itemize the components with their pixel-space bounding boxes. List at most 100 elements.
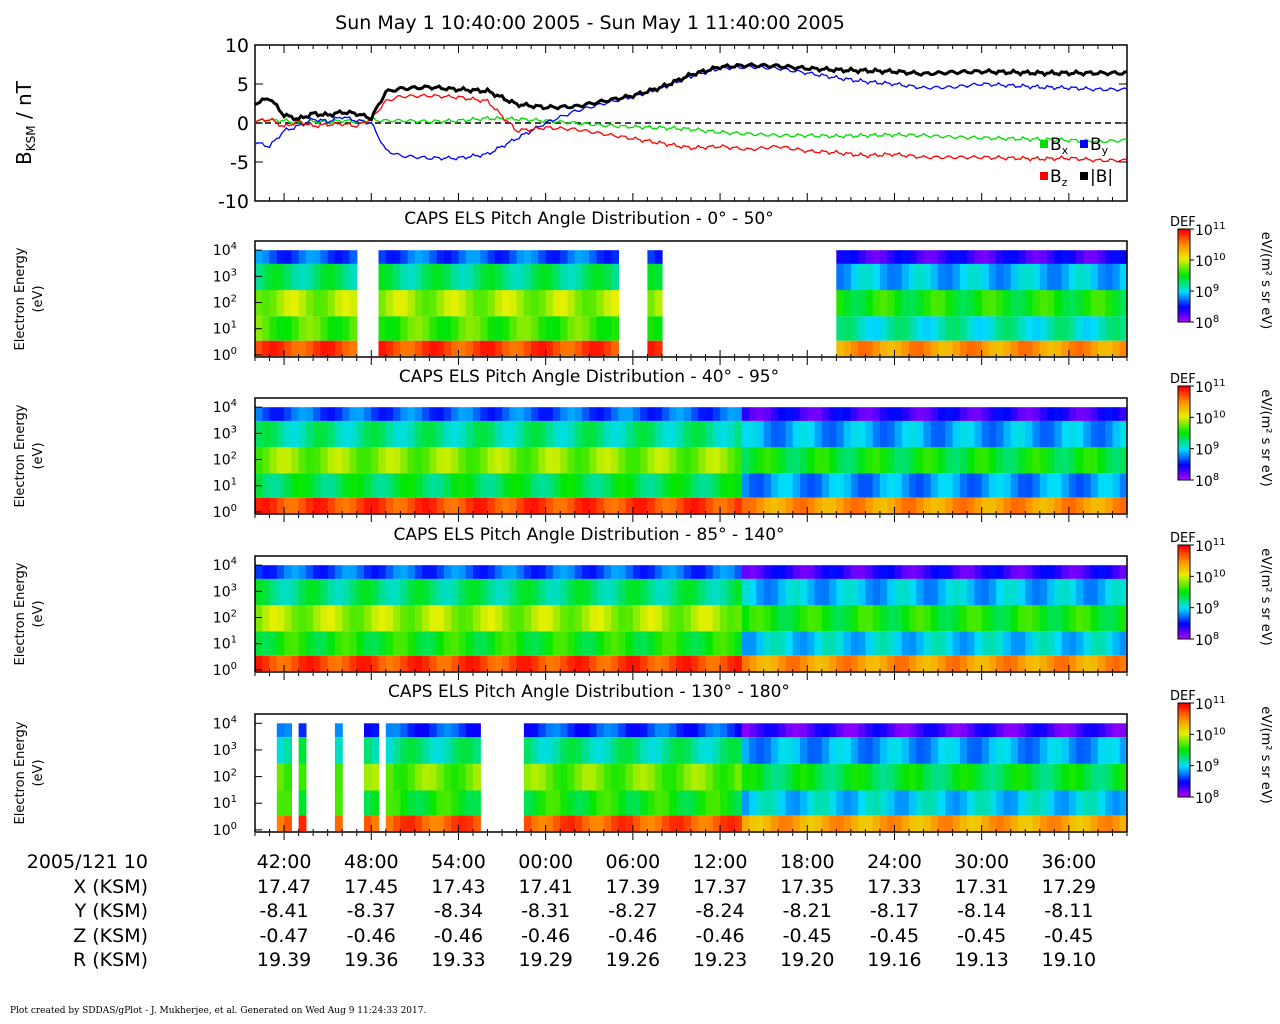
heatmap-cell [567, 250, 576, 264]
heatmap-cell [952, 250, 961, 264]
heatmap-cell [436, 565, 445, 579]
heatmap-cell [603, 737, 612, 764]
heatmap-cell [938, 723, 946, 738]
heatmap-cell [741, 655, 750, 672]
heatmap-cell [516, 565, 525, 579]
heatmap-cell [1054, 815, 1063, 832]
heatmap-cell [770, 420, 779, 448]
colorbar-segment [1178, 778, 1190, 782]
heatmap-cell [443, 737, 452, 764]
heatmap-cell [545, 497, 554, 514]
heatmap-cell [436, 447, 445, 474]
heatmap-cell [473, 290, 481, 317]
colorbar-segment [1178, 740, 1190, 744]
heatmap-cell [422, 578, 430, 606]
heatmap-cell [480, 497, 489, 514]
heatmap-cell [327, 497, 336, 514]
heatmap-cell [843, 447, 852, 474]
heatmap-cell [967, 565, 975, 579]
heatmap-cell [603, 473, 612, 498]
y-tick-label: 103 [213, 741, 237, 759]
legend-label-b_total: |B| [1090, 167, 1113, 187]
heatmap-cell [872, 473, 881, 498]
heatmap-cell [705, 723, 714, 738]
heatmap-cell [349, 631, 358, 656]
colorbar-segment [1178, 411, 1190, 415]
heatmap-cell [443, 316, 452, 341]
heatmap-cell [560, 605, 569, 632]
heatmap-cell [749, 420, 757, 448]
heatmap-cell [378, 655, 387, 672]
heatmap-cell [792, 815, 801, 832]
time-axis-time-value: 18:00 [780, 851, 835, 873]
heatmap-cell [705, 790, 714, 816]
heatmap-cell [850, 316, 859, 341]
heatmap-cell [800, 605, 808, 632]
heatmap-cell [930, 631, 939, 656]
heatmap-cell [974, 815, 983, 832]
heatmap-cell [473, 250, 481, 264]
heatmap-cell [1105, 723, 1114, 738]
time-axis-x-value: 17.33 [867, 876, 921, 898]
heatmap-cell [952, 737, 961, 764]
heatmap-cell [865, 631, 874, 656]
heatmap-cell [443, 263, 452, 291]
heatmap-cell [1090, 340, 1099, 357]
heatmap-cell [269, 340, 278, 357]
heatmap-cell [814, 420, 823, 448]
heatmap-cell [698, 578, 707, 606]
heatmap-cell [872, 407, 881, 421]
heatmap-cell [407, 631, 416, 656]
heatmap-cell [654, 763, 663, 791]
heatmap-cell [909, 263, 917, 291]
heatmap-cell [349, 447, 358, 474]
heatmap-cell [865, 407, 874, 421]
heatmap-cell [371, 763, 380, 791]
heatmap-cell [1025, 420, 1034, 448]
heatmap-cell [807, 723, 816, 738]
heatmap-cell [516, 473, 525, 498]
heatmap-cell [952, 420, 961, 448]
heatmap-cell [1010, 497, 1019, 514]
colorbar-segment [1178, 298, 1190, 302]
heatmap-cell [422, 340, 430, 357]
heatmap-cell [1068, 565, 1077, 579]
heatmap-cell [1112, 565, 1121, 579]
heatmap-cell [393, 655, 401, 672]
heatmap-cell [974, 316, 983, 341]
heatmap-cell [647, 290, 656, 317]
heatmap-cell [1119, 420, 1128, 448]
heatmap-cell [545, 655, 554, 672]
heatmap-cell [945, 655, 954, 672]
heatmap-cell [356, 565, 365, 579]
heatmap-cell [269, 605, 278, 632]
heatmap-cell [443, 290, 452, 317]
colorbar-segment [1178, 456, 1190, 460]
y-tick-exponent: 2 [231, 451, 237, 462]
heatmap-cell [683, 447, 692, 474]
heatmap-cell [305, 250, 314, 264]
heatmap-cell [959, 407, 968, 421]
heatmap-cell [916, 605, 925, 632]
colorbar-segment [1178, 261, 1190, 265]
heatmap-cell [1068, 497, 1077, 514]
heatmap-cell [545, 290, 554, 317]
heatmap-cell [894, 290, 903, 317]
heatmap-cell [938, 763, 946, 791]
panel-title: CAPS ELS Pitch Angle Distribution - 85° … [393, 525, 784, 545]
heatmap-cell [1119, 473, 1128, 498]
heatmap-cell [393, 290, 401, 317]
heatmap-cell [574, 420, 583, 448]
heatmap-cell [596, 250, 605, 264]
heatmap-cell [342, 473, 351, 498]
heatmap-cell [938, 407, 946, 421]
heatmap-cell [654, 631, 663, 656]
heatmap-cell [262, 316, 271, 341]
heatmap-cell [378, 497, 387, 514]
heatmap-cell [552, 605, 561, 632]
heatmap-cell [1083, 565, 1092, 579]
heatmap-cell [414, 290, 423, 317]
heatmap-cell [996, 447, 1005, 474]
heatmap-cell [502, 605, 510, 632]
heatmap-cell [451, 655, 460, 672]
